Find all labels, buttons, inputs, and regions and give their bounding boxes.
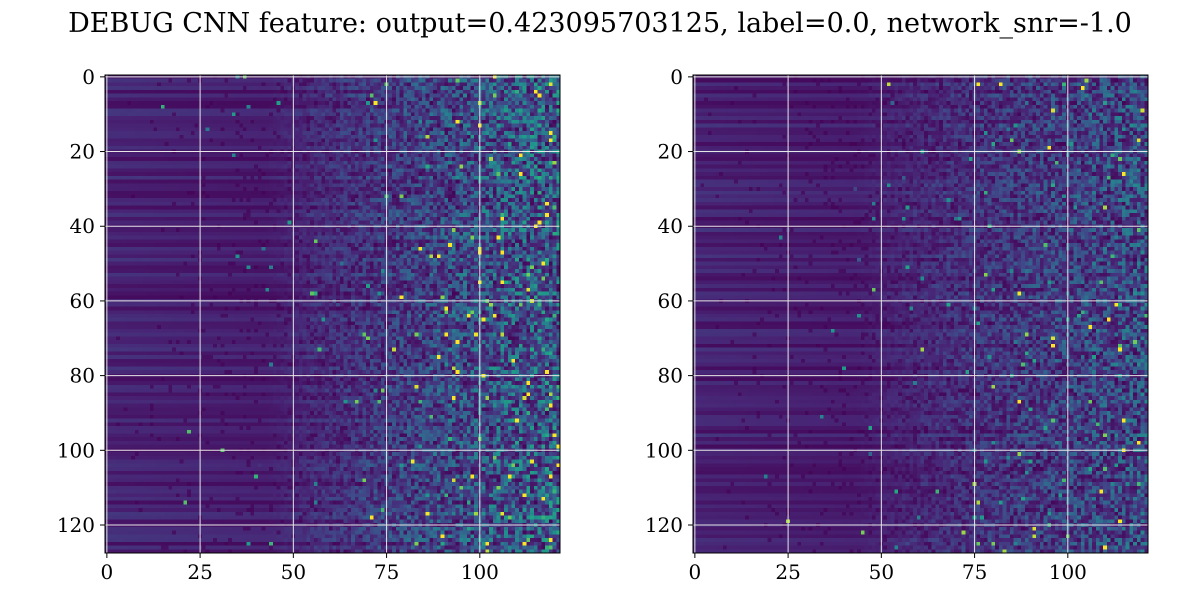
y-tick-label: 20: [70, 140, 95, 164]
heatmap-panel-left: 0 25 50 75 100 0 20 40 60 80 100 120: [57, 65, 561, 584]
axes-frame: [692, 74, 1149, 554]
x-tick-label: 0: [100, 560, 113, 584]
y-tick-label: 100: [645, 438, 683, 462]
y-tick-label: 0: [82, 65, 95, 89]
y-tick-label: 80: [70, 364, 95, 388]
figure-title: DEBUG CNN feature: output=0.423095703125…: [68, 8, 1132, 39]
y-tick-label: 40: [70, 214, 95, 238]
x-tick-label: 50: [281, 560, 306, 584]
x-tick-label: 25: [775, 560, 800, 584]
y-tick-label: 120: [645, 513, 683, 537]
y-tick-label: 60: [658, 289, 683, 313]
x-tick-label: 100: [461, 560, 499, 584]
heatmap-panel-right: 0 25 50 75 100 0 20 40 60 80 100 120: [645, 65, 1149, 584]
heatmap-image-right: [693, 75, 1148, 553]
y-tick-label: 100: [57, 438, 95, 462]
x-tick-label: 100: [1049, 560, 1087, 584]
y-tick-label: 40: [658, 214, 683, 238]
x-tick-label: 25: [187, 560, 212, 584]
y-tick-label: 0: [670, 65, 683, 89]
y-tick-label: 120: [57, 513, 95, 537]
y-tick-label: 20: [658, 140, 683, 164]
y-tick-label: 80: [658, 364, 683, 388]
x-tick-label: 50: [869, 560, 894, 584]
heatmap-image-left: [105, 75, 560, 553]
axes-frame: [104, 74, 561, 554]
y-tick-label: 60: [70, 289, 95, 313]
x-tick-label: 75: [962, 560, 987, 584]
x-tick-label: 75: [374, 560, 399, 584]
x-tick-label: 0: [688, 560, 701, 584]
